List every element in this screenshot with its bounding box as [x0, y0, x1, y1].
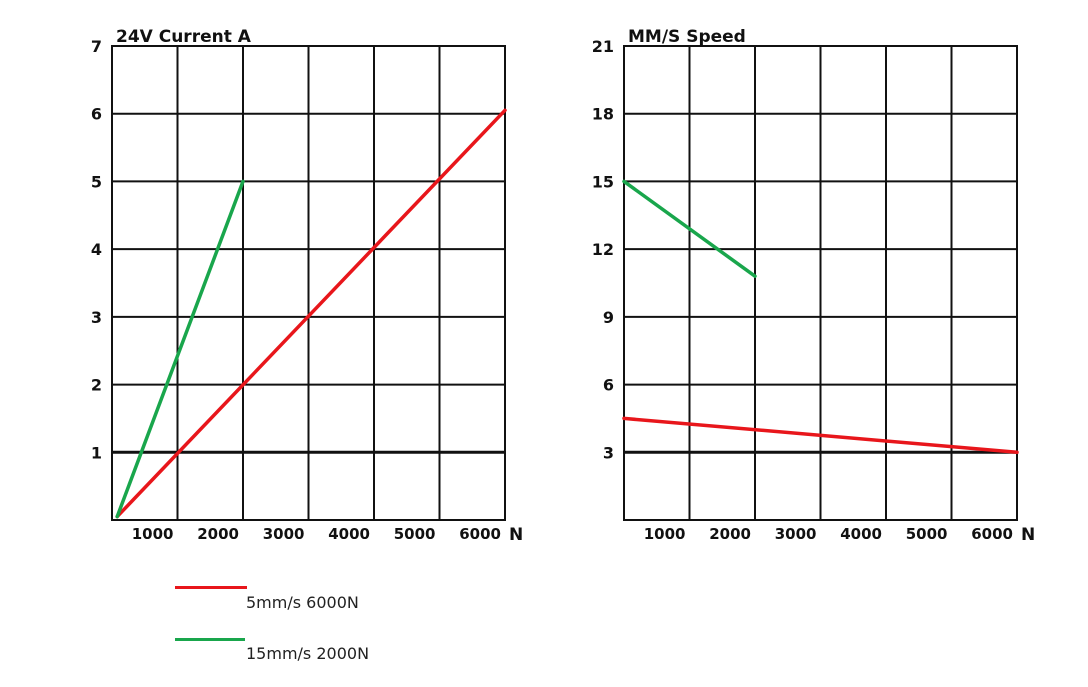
legend-label-green: 15mm/s 2000N — [246, 644, 370, 663]
current-y-tick-label: 1 — [91, 443, 102, 462]
speed-y-tick-label: 12 — [592, 240, 614, 259]
current-x-tick-label: 1000 — [132, 525, 174, 543]
current-y-tick-label: 6 — [91, 105, 102, 124]
speed-x-axis-label: N — [1021, 525, 1035, 545]
current-x-axis-label: N — [509, 525, 523, 545]
current-y-tick-label: 5 — [91, 172, 102, 191]
speed-chart-title: MM/S Speed — [628, 27, 746, 47]
legend-label-red: 5mm/s 6000N — [246, 593, 359, 612]
speed-x-tick-label: 6000 — [971, 525, 1013, 543]
speed-chart: MM/S Speed 3 6 9 12 15 18 21 1000 2000 3000 4000 500… — [592, 27, 1036, 545]
current-x-tick-label: 4000 — [328, 525, 370, 543]
legend-swatch-green — [175, 638, 245, 641]
current-plot-frame — [111, 45, 506, 521]
speed-plot-frame — [623, 45, 1018, 521]
current-x-tick-label: 5000 — [394, 525, 436, 543]
current-x-tick-label: 2000 — [197, 525, 239, 543]
current-series-line-red — [115, 108, 507, 519]
speed-y-tick-label: 21 — [592, 37, 614, 56]
speed-y-tick-label: 6 — [603, 376, 614, 395]
legend-swatch-red — [175, 586, 247, 589]
speed-y-tick-label: 3 — [603, 443, 614, 462]
speed-series-line-green — [622, 179, 757, 278]
current-x-tick-label: 3000 — [263, 525, 305, 543]
speed-x-tick-label: 1000 — [644, 525, 686, 543]
current-series-line-green — [115, 179, 245, 519]
current-chart-title: 24V Current A — [116, 27, 252, 47]
current-y-tick-label: 4 — [91, 240, 102, 259]
current-chart: 24V Current A 1 2 3 4 5 6 7 1000 2000 3000 4000 5000… — [91, 27, 523, 545]
speed-y-tick-label: 15 — [592, 172, 614, 191]
current-y-tick-label: 2 — [91, 376, 102, 395]
speed-x-tick-label: 2000 — [709, 525, 751, 543]
speed-y-tick-label: 9 — [603, 308, 614, 327]
speed-x-tick-label: 5000 — [906, 525, 948, 543]
speed-x-tick-label: 3000 — [775, 525, 817, 543]
current-x-tick-label: 6000 — [459, 525, 501, 543]
speed-x-tick-label: 4000 — [840, 525, 882, 543]
current-y-tick-label: 7 — [91, 37, 102, 56]
speed-y-tick-label: 18 — [592, 105, 614, 124]
speed-series-line-red — [622, 416, 1019, 455]
current-y-tick-label: 3 — [91, 308, 102, 327]
